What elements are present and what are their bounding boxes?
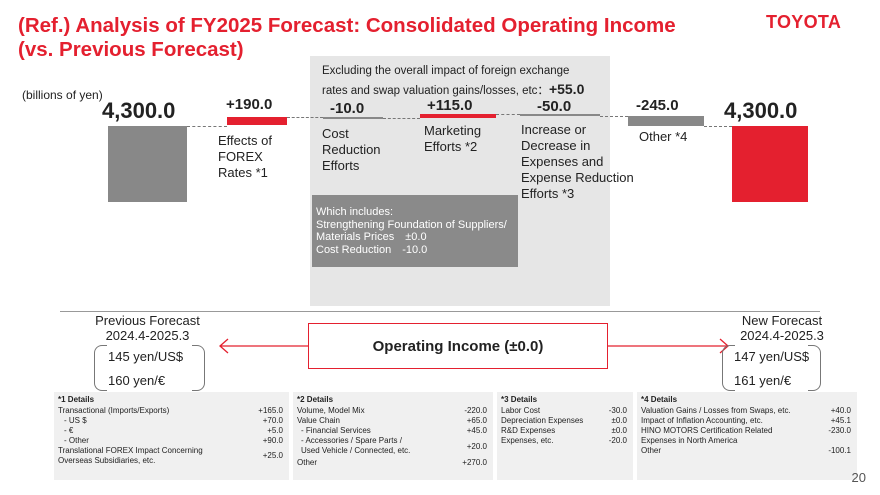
previous-rates-bracket (192, 345, 205, 391)
connector-line (496, 114, 520, 115)
excluding-line-2: rates and swap valuation gains/losses, e… (322, 85, 549, 97)
step-value-label: +115.0 (427, 97, 473, 114)
cost-reduction-includes-box: Which includes: Strengthening Foundation… (312, 195, 518, 267)
previous-forecast-heading: Previous Forecast 2024.4-2025.3 (95, 313, 200, 343)
units-label: (billions of yen) (22, 88, 103, 102)
details-panel-3: *3 Details Labor Cost -30.0 Depreciation … (497, 392, 633, 480)
step-bar-forex (227, 117, 287, 125)
new-rates-bracket (722, 345, 735, 391)
step-bar-marketing (420, 114, 496, 118)
step-desc-cost-reduction: Cost Reduction Efforts (322, 126, 381, 173)
new-rates-bracket (808, 345, 821, 391)
connector-line (287, 117, 323, 118)
page-title: (Ref.) Analysis of FY2025 Forecast: Cons… (18, 14, 676, 62)
start-bar (108, 126, 187, 202)
details-panel-1: *1 Details Transactional (Imports/Export… (54, 392, 289, 480)
details-panel-4: *4 Details Valuation Gains / Losses from… (637, 392, 857, 480)
excluding-value: +55.0 (548, 81, 585, 97)
connector-line (600, 116, 628, 117)
toyota-logo: TOYOTA (766, 12, 842, 32)
end-bar (732, 126, 808, 202)
new-rates: 147 yen/US$ 161 yen/€ (734, 349, 810, 388)
connector-line (383, 118, 420, 119)
excluding-line-1: Excluding the overall impact of foreign … (322, 65, 570, 77)
connector-line (187, 126, 227, 127)
step-bar-cost-reduction (323, 117, 383, 119)
title-line-1: (Ref.) Analysis of FY2025 Forecast: Cons… (18, 14, 676, 37)
new-forecast-heading: New Forecast 2024.4-2025.3 (740, 313, 824, 343)
step-value-label: +190.0 (226, 96, 273, 113)
step-desc-expenses: Increase or Decrease in Expenses and Exp… (521, 122, 634, 201)
waterfall-chart: 4,300.0 +190.0 Effects of FOREX Rates *1… (102, 96, 808, 202)
page-number: 20 (851, 470, 866, 485)
step-value-label: -10.0 (330, 100, 365, 117)
start-value-label: 4,300.0 (102, 98, 176, 123)
step-desc-forex: Effects of FOREX Rates *1 (218, 133, 272, 180)
step-desc-marketing: Marketing Efforts *2 (424, 123, 482, 154)
end-value-label: 4,300.0 (724, 98, 798, 123)
connector-line (704, 126, 732, 127)
previous-rates: 145 yen/US$ 160 yen/€ (108, 349, 184, 388)
details-panel-2: *2 Details Volume, Model Mix -220.0 Value… (293, 392, 493, 480)
previous-rates-bracket (94, 345, 107, 391)
divider (60, 311, 820, 312)
step-value-label: -245.0 (636, 97, 679, 114)
excluding-note: Excluding the overall impact of foreign … (322, 62, 584, 100)
title-line-2: (vs. Previous Forecast) (18, 38, 244, 61)
step-desc-other: Other *4 (639, 129, 688, 144)
step-bar-expenses (520, 114, 600, 116)
step-value-label: -50.0 (537, 98, 572, 115)
operating-income-box: Operating Income (±0.0) (308, 323, 608, 369)
step-bar-other (628, 116, 704, 126)
